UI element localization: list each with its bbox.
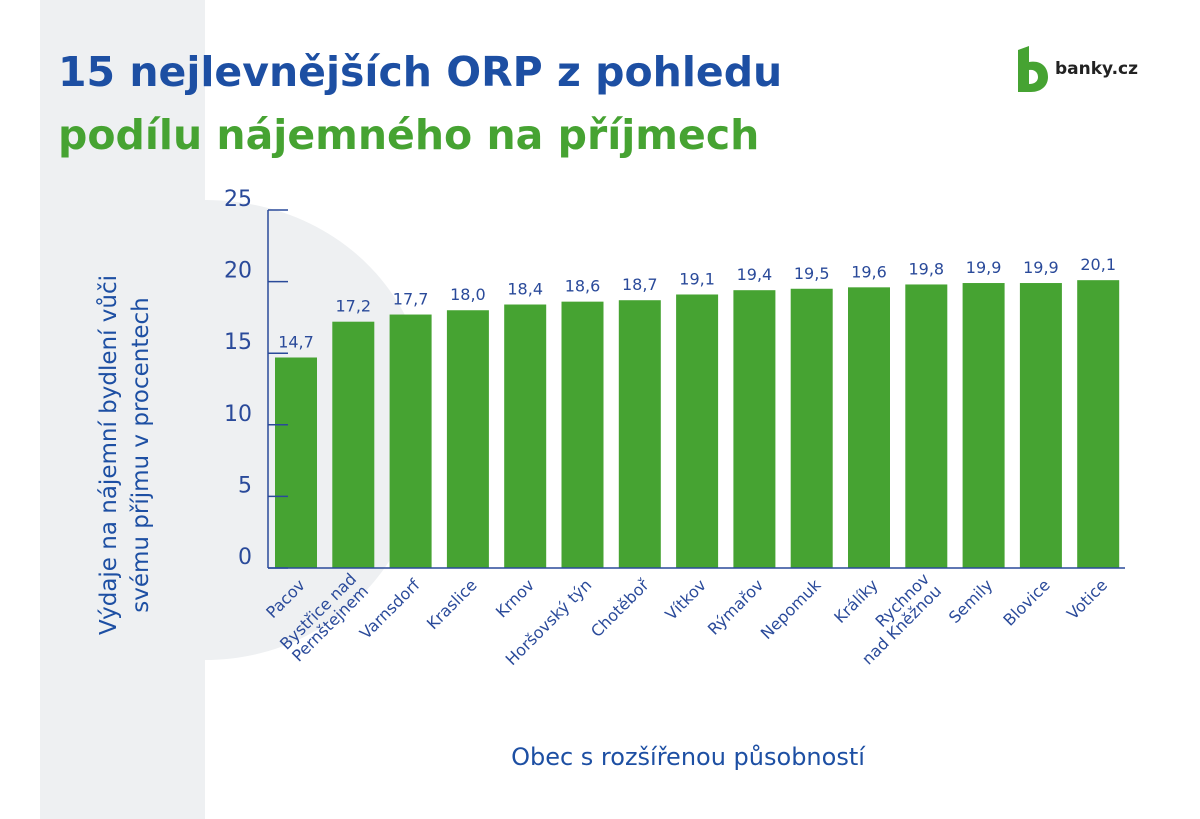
bar-11 — [905, 284, 948, 568]
bar-0 — [275, 357, 317, 568]
x-tick-label-4: Krnov — [492, 575, 538, 621]
banky-logo-text: banky.cz — [1055, 59, 1138, 79]
title-line-1: 15 nejlevnějších ORP z pohledu — [58, 48, 783, 96]
bar-8 — [733, 290, 776, 568]
bar-value-label-7: 19,1 — [679, 269, 715, 288]
bar-14 — [1077, 280, 1120, 568]
y-tick-label-1: 5 — [238, 473, 252, 498]
x-tick-label-line: Votice — [1063, 575, 1111, 623]
bar-value-label-4: 18,4 — [507, 280, 543, 299]
bar-5 — [561, 301, 604, 568]
bars — [275, 280, 1120, 568]
bar-2 — [389, 314, 432, 568]
x-tick-label-line: Semily — [945, 575, 997, 627]
bar-9 — [790, 288, 833, 568]
bar-value-label-14: 20,1 — [1080, 255, 1116, 274]
x-tick-label-line: Chotěboř — [587, 575, 653, 641]
bar-value-label-5: 18,6 — [565, 277, 601, 296]
bar-7 — [676, 294, 719, 568]
bar-value-label-1: 17,2 — [335, 297, 371, 316]
banky-logo: banky.cz — [1016, 46, 1138, 92]
bar-value-label-3: 18,0 — [450, 285, 486, 304]
x-tick-label-3: Kraslice — [423, 575, 481, 633]
bar-4 — [504, 304, 547, 568]
y-axis-title: Výdaje na nájemní bydlení vůči svému příj… — [95, 275, 154, 635]
x-tick-label-line: Kraslice — [423, 575, 481, 633]
bar-value-label-12: 19,9 — [966, 258, 1002, 277]
y-tick-label-4: 20 — [224, 259, 252, 284]
bar-value-label-10: 19,6 — [851, 262, 887, 281]
x-tick-label-line: Krnov — [492, 575, 538, 621]
x-tick-label-13: Blovice — [999, 575, 1053, 629]
bar-value-label-6: 18,7 — [622, 275, 658, 294]
bar-1 — [332, 321, 375, 568]
bar-value-label-2: 17,7 — [393, 290, 429, 309]
x-axis-title: Obec s rozšířenou působností — [511, 743, 866, 771]
bar-10 — [848, 287, 890, 568]
x-tick-label-line: Varnsdorf — [356, 575, 424, 643]
x-tick-label-14: Votice — [1063, 575, 1111, 623]
y-axis-title-line: svému příjmu v procentech — [128, 297, 154, 612]
chart-labels: 14,7 17,2 17,7 18,0 18,4 18,6 18,7 19,1 19,4 19,5… — [95, 187, 1116, 771]
y-tick-label-3: 15 — [224, 330, 252, 355]
x-tick-label-9: Nepomuk — [757, 575, 825, 643]
bar-13 — [1019, 283, 1062, 568]
x-tick-label-line: Vítkov — [661, 575, 710, 624]
bar-6 — [618, 300, 661, 568]
y-tick-label-2: 10 — [224, 402, 252, 427]
bar-value-label-11: 19,8 — [908, 259, 944, 278]
x-tick-label-line: Nepomuk — [757, 575, 825, 643]
banky-logo-icon — [1018, 46, 1048, 92]
x-tick-label-6: Chotěboř — [587, 575, 653, 641]
bar-value-label-13: 19,9 — [1023, 258, 1059, 277]
x-tick-label-7: Vítkov — [661, 575, 710, 624]
bar-value-label-9: 19,5 — [794, 264, 830, 283]
background-logo-shape — [40, 0, 430, 819]
bar-3 — [446, 310, 489, 568]
x-tick-label-line: Blovice — [999, 575, 1053, 629]
axes — [267, 209, 1125, 569]
y-tick-label-0: 0 — [238, 545, 252, 570]
x-tick-label-12: Semily — [945, 575, 997, 627]
bar-value-label-8: 19,4 — [737, 265, 773, 284]
y-axis-title-line: Výdaje na nájemní bydlení vůči — [95, 275, 122, 635]
bar-value-label-0: 14,7 — [278, 332, 314, 351]
x-tick-label-2: Varnsdorf — [356, 575, 424, 643]
y-tick-label-5: 25 — [224, 187, 252, 212]
title-line-2: podílu nájemného na příjmech — [58, 111, 760, 159]
bar-12 — [962, 283, 1005, 568]
